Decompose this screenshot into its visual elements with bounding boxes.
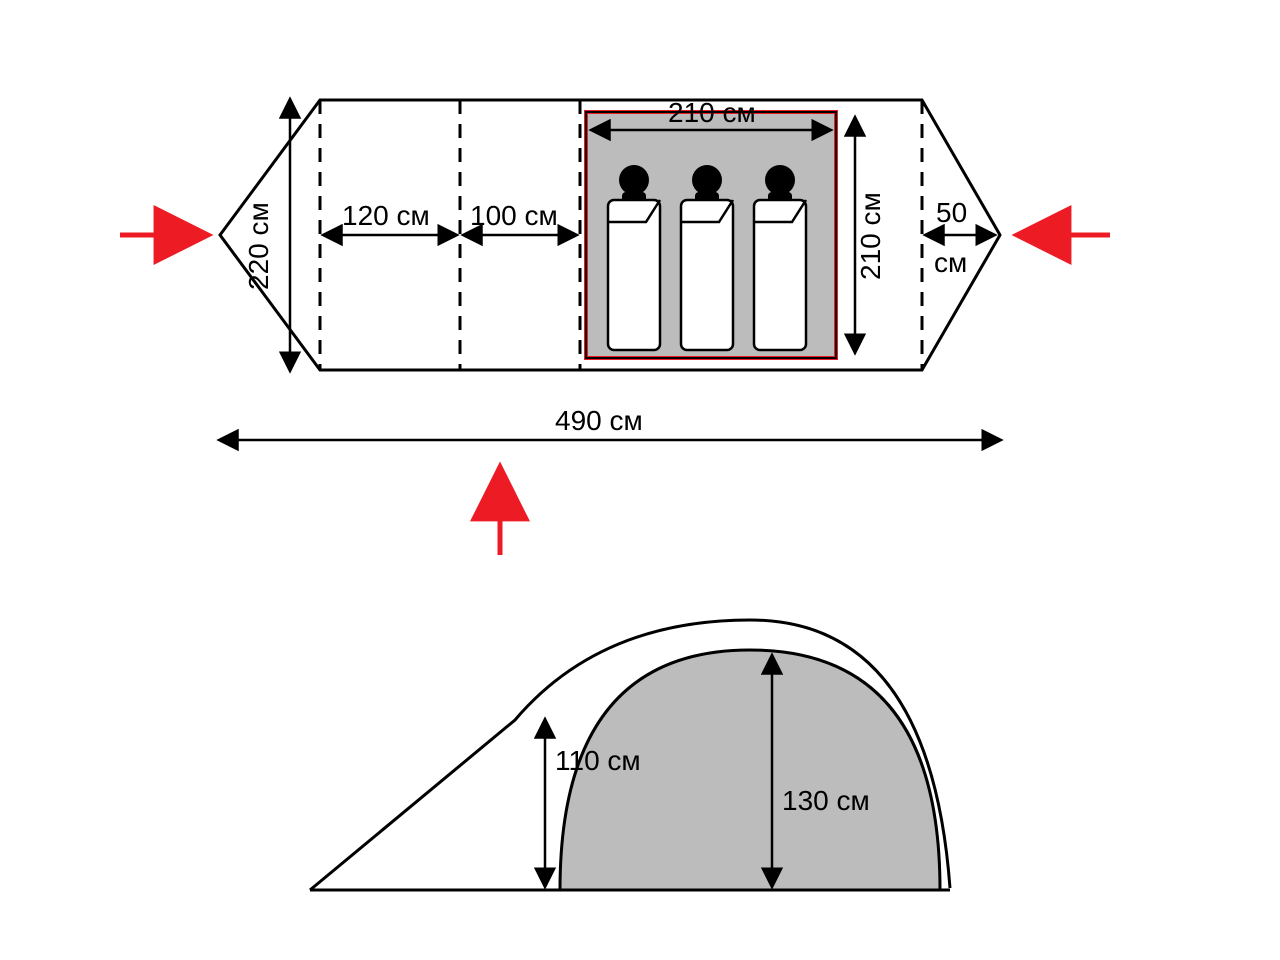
sleeping-bags	[608, 165, 806, 350]
label-seg2: 100 см	[470, 200, 558, 231]
label-vest-height: 110 см	[555, 745, 641, 776]
label-seg4-bottom: см	[934, 247, 967, 278]
label-width: 220 см	[243, 202, 274, 290]
label-inner-width: 210 см	[668, 97, 756, 128]
label-inner-depth: 210 см	[855, 192, 886, 280]
label-dome-height: 130 см	[782, 785, 870, 816]
label-seg4-top: 50	[936, 197, 967, 228]
top-view: 210 см 210 см 220 см 120 см 100 см 50 см…	[120, 97, 1110, 555]
side-view: 110 см 130 см	[310, 620, 950, 890]
label-seg1: 120 см	[342, 200, 430, 231]
tent-diagram: 210 см 210 см 220 см 120 см 100 см 50 см…	[0, 0, 1280, 960]
label-total: 490 см	[555, 405, 643, 436]
